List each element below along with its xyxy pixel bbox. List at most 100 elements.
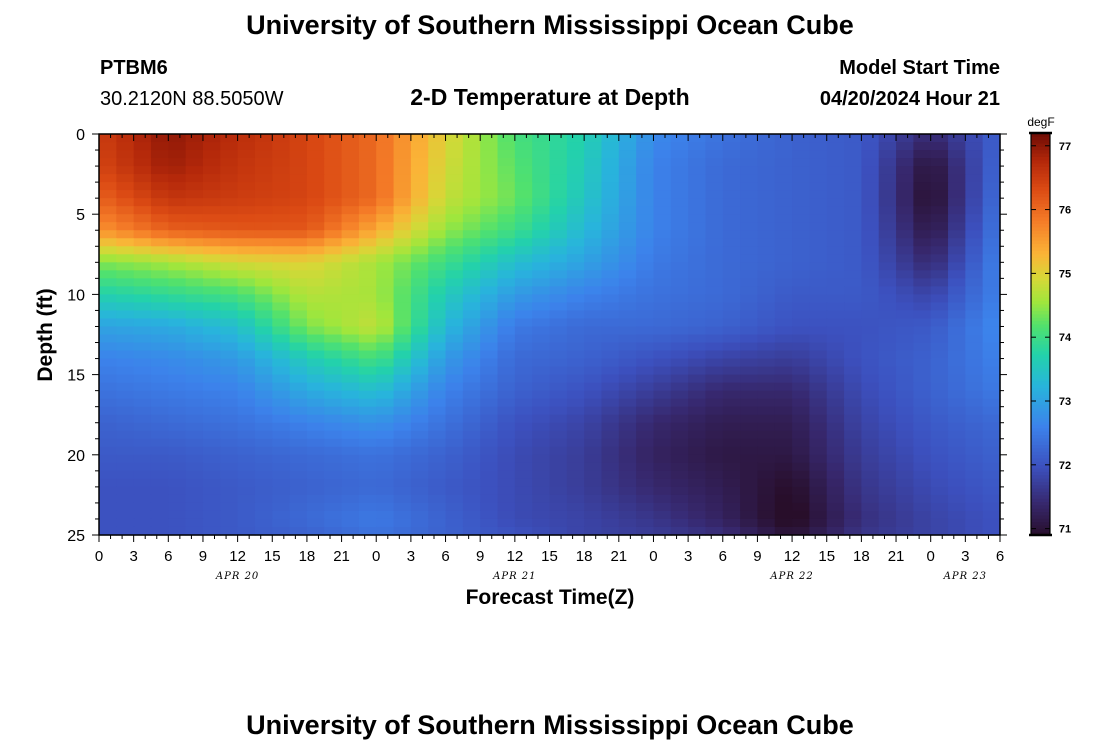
heatmap-cell	[324, 230, 343, 239]
heatmap-cell	[584, 174, 603, 183]
heatmap-cell	[410, 134, 429, 143]
heatmap-cell	[584, 190, 603, 199]
heatmap-cell	[792, 390, 811, 400]
heatmap-cell	[792, 446, 811, 456]
heatmap-cell	[324, 358, 343, 368]
heatmap-cell	[150, 302, 169, 312]
y-tick-label: 15	[67, 368, 85, 385]
heatmap-cell	[948, 238, 966, 247]
heatmap-cell	[220, 494, 239, 504]
heatmap-cell	[809, 326, 828, 336]
heatmap-cell	[220, 414, 239, 424]
heatmap-cell	[168, 166, 187, 175]
heatmap-cell	[99, 278, 117, 287]
heatmap-cell	[965, 486, 984, 496]
heatmap-cell	[324, 174, 343, 183]
colorbar-segment	[1031, 397, 1050, 402]
heatmap-cell	[341, 494, 360, 504]
colorbar-segment	[1031, 334, 1050, 338]
heatmap-cell	[168, 414, 187, 424]
heatmap-cell	[844, 286, 862, 295]
heatmap-cell	[410, 406, 429, 416]
heatmap-cell	[705, 350, 724, 360]
heatmap-cell	[566, 518, 585, 528]
heatmap-cell	[861, 318, 880, 328]
heatmap-cell	[445, 334, 464, 344]
heatmap-cell	[705, 406, 724, 416]
colorbar-segment	[1031, 189, 1050, 194]
colorbar-segment	[1031, 337, 1050, 342]
heatmap-cell	[549, 238, 568, 247]
heatmap-cell	[965, 494, 984, 504]
heatmap-cell	[324, 414, 343, 424]
heatmap-cell	[774, 318, 793, 328]
heatmap-cell	[220, 374, 239, 384]
heatmap-cell	[549, 206, 568, 215]
heatmap-cell	[376, 438, 395, 448]
heatmap-cell	[792, 278, 811, 287]
heatmap-cell	[861, 462, 880, 472]
heatmap-cell	[480, 262, 499, 271]
heatmap-cell	[549, 230, 568, 239]
heatmap-cell	[150, 406, 169, 416]
x-axis: 0 3 6 9 12 15 18 21 0 3 6 9 12 15 18 21 0 3 6 9 12 15 18 21 0 3 6A…	[95, 134, 1004, 582]
heatmap-cell	[774, 310, 793, 320]
heatmap-cell	[982, 230, 1001, 239]
heatmap-cell	[341, 358, 360, 368]
heatmap-cell	[428, 478, 447, 488]
heatmap-cell	[549, 286, 568, 295]
heatmap-cell	[462, 478, 481, 488]
heatmap-cell	[168, 398, 187, 408]
colorbar-segment	[1031, 411, 1050, 415]
heatmap-cell	[965, 502, 984, 512]
heatmap-cell	[774, 422, 793, 432]
heatmap-cell	[844, 310, 862, 320]
colorbar-segment	[1031, 250, 1050, 255]
heatmap-cell	[185, 430, 204, 440]
heatmap-cell	[930, 454, 949, 464]
heatmap-cell	[930, 414, 949, 424]
heatmap-cell	[220, 502, 239, 512]
heatmap-cell	[982, 382, 1001, 392]
heatmap-cell	[965, 334, 984, 344]
heatmap-cell	[757, 502, 776, 512]
heatmap-cell	[688, 326, 707, 336]
colorbar-segment	[1031, 380, 1050, 385]
heatmap-cell	[618, 382, 637, 392]
heatmap-cell	[514, 494, 533, 504]
heatmap-cell	[168, 158, 187, 167]
heatmap-cell	[272, 486, 291, 496]
heatmap-cell	[410, 262, 429, 271]
heatmap-cell	[722, 422, 741, 432]
heatmap-cell	[826, 310, 845, 320]
heatmap-cell	[358, 238, 377, 247]
heatmap-cell	[185, 142, 204, 151]
heatmap-cell	[462, 206, 481, 215]
heatmap-cell	[532, 478, 551, 488]
heatmap-cell	[410, 182, 429, 191]
heatmap-cell	[202, 174, 221, 183]
heatmap-cell	[896, 518, 914, 528]
heatmap-cell	[670, 366, 689, 376]
heatmap-cell	[341, 382, 360, 392]
heatmap-cell	[948, 382, 966, 392]
heatmap-cell	[878, 526, 897, 536]
heatmap-cell	[861, 486, 880, 496]
heatmap-cell	[393, 470, 412, 480]
colorbar-segment	[1031, 374, 1050, 379]
x-tick-label: 3	[129, 548, 137, 565]
heatmap-cell	[202, 222, 221, 231]
heatmap-cell	[202, 182, 221, 191]
heatmap-cell	[358, 342, 377, 352]
heatmap-cell	[878, 446, 897, 456]
heatmap-cell	[133, 358, 152, 368]
heatmap-cell	[237, 150, 256, 159]
heatmap-cell	[289, 182, 308, 191]
heatmap-cell	[220, 454, 239, 464]
colorbar-segment	[1031, 431, 1050, 435]
heatmap-cell	[636, 310, 655, 320]
heatmap-cell	[202, 342, 221, 352]
heatmap-cell	[757, 454, 776, 464]
heatmap-cell	[792, 374, 811, 384]
heatmap-cell	[341, 510, 360, 520]
